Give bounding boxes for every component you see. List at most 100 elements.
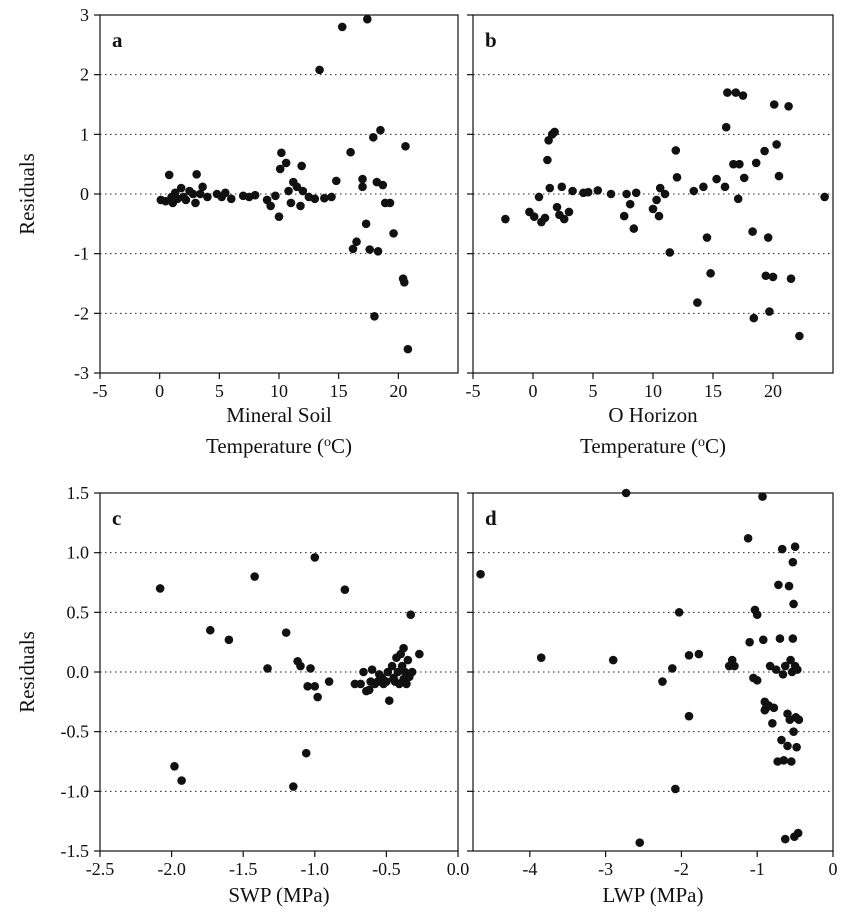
data-point <box>327 192 336 202</box>
data-point <box>250 190 260 200</box>
x-axis-label-units: Temperature (oC) <box>580 434 726 458</box>
data-point <box>224 635 234 645</box>
data-point <box>400 278 409 287</box>
data-point <box>748 227 757 236</box>
x-tick-label: 0 <box>529 381 538 401</box>
data-point <box>476 569 485 579</box>
data-point <box>359 667 368 677</box>
data-point <box>694 649 704 659</box>
data-point <box>385 198 395 208</box>
data-point <box>529 212 539 221</box>
data-point <box>320 193 329 203</box>
x-axis-label: SWP (MPa) <box>228 883 329 907</box>
data-point <box>778 670 788 679</box>
data-point <box>760 146 769 156</box>
x-axis-label: LWP (MPa) <box>603 883 704 907</box>
data-point <box>303 682 312 691</box>
data-point <box>188 189 198 199</box>
data-point <box>403 344 413 354</box>
data-point <box>739 173 749 183</box>
data-point <box>274 212 284 221</box>
data-point <box>346 147 355 157</box>
data-point <box>250 572 259 581</box>
data-point <box>606 189 616 199</box>
data-point <box>779 756 789 765</box>
data-point <box>331 176 341 186</box>
data-point <box>752 610 762 620</box>
data-point <box>684 650 694 660</box>
data-point <box>540 213 550 223</box>
data-point <box>790 542 800 551</box>
data-point <box>684 711 694 721</box>
data-point <box>780 661 790 671</box>
data-point <box>281 628 291 637</box>
data-point <box>752 676 762 685</box>
data-point <box>769 100 779 109</box>
data-point <box>631 188 641 198</box>
data-point <box>365 245 374 254</box>
data-point <box>723 88 732 97</box>
data-point <box>780 834 790 844</box>
data-point <box>674 608 684 617</box>
data-point <box>406 610 416 620</box>
panel-b: -5 0 5 10 15 20 b O Horizon Temperature (oC) <box>466 14 834 458</box>
y-tick-label: 0.5 <box>67 602 90 622</box>
data-point <box>621 488 631 498</box>
data-point <box>164 170 174 180</box>
x-tick-label: -2.5 <box>86 859 115 879</box>
x-tick-label: 20 <box>764 381 782 401</box>
data-point <box>313 692 322 702</box>
data-point <box>786 274 796 284</box>
data-point <box>625 199 635 209</box>
data-point <box>794 715 804 725</box>
y-tick-label: 1.5 <box>67 483 90 503</box>
data-point <box>721 122 731 132</box>
data-point <box>356 679 365 689</box>
data-point <box>191 198 200 208</box>
data-point <box>352 237 361 247</box>
data-point <box>786 655 795 665</box>
panel-label: b <box>485 28 497 52</box>
data-point <box>198 182 207 192</box>
data-point <box>401 141 410 151</box>
data-point <box>729 159 738 169</box>
y-axis-label: Residuals <box>15 153 39 235</box>
data-point <box>281 158 291 168</box>
data-point <box>176 183 186 193</box>
data-point <box>689 186 699 196</box>
data-point <box>181 195 191 205</box>
data-point <box>340 585 350 594</box>
data-point <box>564 207 574 217</box>
data-point <box>699 182 708 192</box>
data-point <box>793 665 802 674</box>
x-tick-label: -5 <box>93 381 108 401</box>
data-point <box>765 307 774 316</box>
data-point <box>195 189 205 199</box>
data-point <box>608 655 618 665</box>
x-tick-label: -5 <box>466 381 481 401</box>
data-point <box>226 194 236 204</box>
data-point <box>763 233 773 242</box>
data-point <box>177 776 186 785</box>
data-point <box>387 661 397 671</box>
data-point <box>393 667 403 677</box>
data-point <box>559 214 569 224</box>
data-point <box>792 742 801 752</box>
y-tick-label: 3 <box>80 5 89 25</box>
data-point <box>635 838 645 847</box>
data-point <box>358 182 367 192</box>
data-point <box>382 677 391 686</box>
data-point <box>310 682 320 691</box>
data-point <box>552 202 562 212</box>
data-point <box>557 182 567 192</box>
y-tick-label: -1.5 <box>61 841 90 861</box>
data-point <box>378 180 388 190</box>
x-tick-label: -0.5 <box>372 859 401 879</box>
y-tick-label: -3 <box>74 363 89 383</box>
data-point <box>301 748 311 758</box>
data-point <box>536 653 546 662</box>
data-point <box>619 211 629 221</box>
data-point <box>749 313 759 323</box>
data-point <box>745 637 754 647</box>
